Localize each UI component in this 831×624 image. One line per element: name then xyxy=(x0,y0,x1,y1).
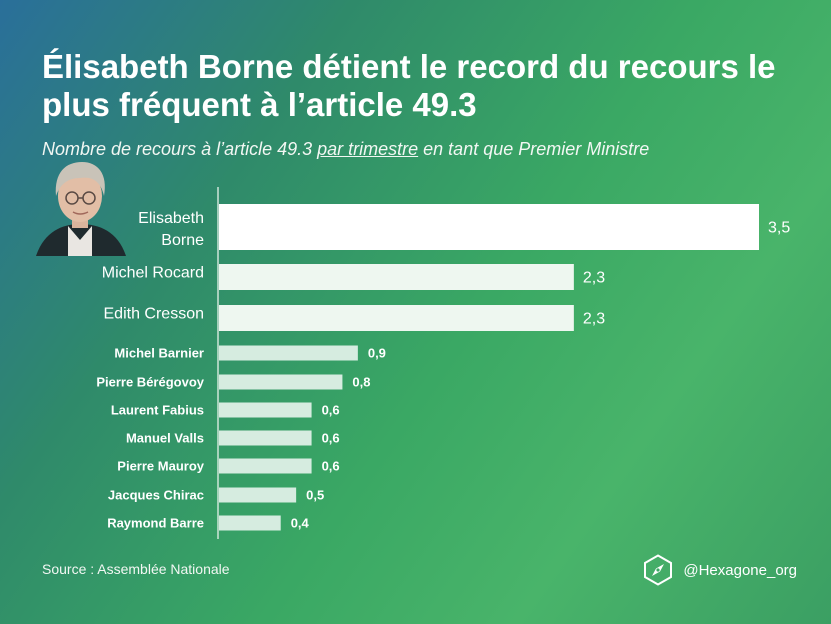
category-label-2: Edith Cresson xyxy=(104,306,205,323)
subtitle-underlined: par trimestre xyxy=(317,139,419,159)
category-label-7: Pierre Mauroy xyxy=(117,459,204,474)
bar-1 xyxy=(219,264,574,290)
value-label-4: 0,8 xyxy=(352,375,370,390)
value-label-1: 2,3 xyxy=(583,270,605,287)
category-label-3: Michel Barnier xyxy=(114,346,204,361)
category-label-9: Raymond Barre xyxy=(107,516,204,531)
brand: @Hexagone_org xyxy=(643,554,797,586)
portrait-photo xyxy=(36,162,126,256)
category-label-1: Michel Rocard xyxy=(102,265,204,282)
value-label-9: 0,4 xyxy=(291,516,310,531)
subtitle-part-1: Nombre de recours à l’article 49.3 xyxy=(42,139,318,159)
bar-6 xyxy=(219,430,312,446)
subtitle-part-2: en tant que Premier Ministre xyxy=(418,139,650,159)
bar-5 xyxy=(219,402,312,418)
bar-7 xyxy=(219,458,312,474)
category-label-4: Pierre Bérégovoy xyxy=(96,375,204,390)
category-label-0: Elisabeth Borne xyxy=(138,210,204,249)
chart-subtitle: Nombre de recours à l’article 49.3 par t… xyxy=(42,139,649,160)
bar-0 xyxy=(219,204,759,250)
brand-handle: @Hexagone_org xyxy=(683,561,797,579)
category-label-8: Jacques Chirac xyxy=(108,488,204,503)
value-label-3: 0,9 xyxy=(368,346,386,361)
hexagon-compass-icon xyxy=(644,554,673,586)
bar-2 xyxy=(219,305,574,331)
bar-8 xyxy=(219,487,297,503)
bar-4 xyxy=(219,374,343,390)
bar-3 xyxy=(219,345,358,361)
bar-9 xyxy=(219,515,281,531)
value-label-0: 3,5 xyxy=(768,220,790,237)
value-label-7: 0,6 xyxy=(322,459,340,474)
value-label-5: 0,6 xyxy=(322,403,340,418)
value-label-6: 0,6 xyxy=(322,431,340,446)
chart-title: Élisabeth Borne détient le record du rec… xyxy=(42,48,776,123)
value-label-2: 2,3 xyxy=(583,311,605,328)
source-note: Source : Assemblée Nationale xyxy=(42,561,230,577)
bars-group: Elisabeth Borne 3,5 Michel Rocard 2,3 Edith C… xyxy=(96,204,790,531)
value-label-8: 0,5 xyxy=(306,488,324,503)
category-label-6: Manuel Valls xyxy=(126,431,204,446)
category-label-5: Laurent Fabius xyxy=(111,403,204,418)
